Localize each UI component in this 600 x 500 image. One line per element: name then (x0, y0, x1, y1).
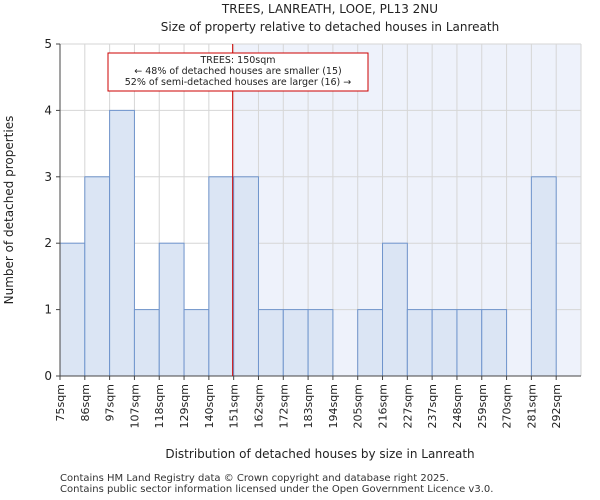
bar (481, 309, 508, 377)
x-ticks: 75sqm 86sqm 97sqm 107sqm 118sqm 129sqm 140sqm 1… (54, 376, 563, 428)
x-tick-label: 237sqm (426, 384, 439, 428)
bar (84, 176, 111, 377)
bars (59, 109, 557, 377)
y-tick-label: 3 (44, 170, 52, 184)
plot-area: 0 1 2 3 4 5 75sqm 86sqm 97sqm 107sqm 118sqm 129sqm 1… (44, 37, 582, 428)
x-tick-label: 183sqm (302, 384, 315, 428)
footer: Contains HM Land Registry data © Crown c… (60, 473, 493, 495)
x-tick-label: 292sqm (550, 384, 563, 428)
y-ticks: 0 1 2 3 4 5 (44, 37, 60, 383)
chart-subtitle: Size of property relative to detached ho… (161, 20, 499, 34)
bar (183, 309, 210, 377)
annotation-line: TREES: 150sqm (199, 55, 275, 66)
x-tick-label: 86sqm (79, 384, 92, 421)
x-tick-label: 151sqm (228, 384, 241, 428)
x-tick-label: 118sqm (153, 384, 166, 428)
bar (382, 242, 408, 377)
footer-line-1: Contains HM Land Registry data © Crown c… (60, 473, 449, 484)
x-tick-label: 129sqm (178, 384, 191, 428)
x-tick-label: 205sqm (352, 384, 365, 428)
bar (59, 242, 86, 377)
x-tick-label: 259sqm (476, 384, 489, 428)
x-tick-label: 216sqm (377, 384, 390, 428)
x-tick-label: 227sqm (401, 384, 414, 428)
x-tick-label: 194sqm (327, 384, 340, 428)
chart-title: TREES, LANREATH, LOOE, PL13 2NU (221, 2, 438, 16)
bar (431, 309, 458, 377)
annotation-line: ← 48% of detached houses are smaller (15… (134, 66, 341, 77)
bar (530, 176, 557, 377)
bar (456, 309, 483, 377)
x-axis-label: Distribution of detached houses by size … (165, 447, 474, 461)
y-tick-label: 1 (44, 303, 52, 317)
annotation-box (107, 52, 369, 92)
bar (282, 309, 309, 377)
bar (257, 309, 284, 377)
x-tick-label: 248sqm (451, 384, 464, 428)
bar (158, 242, 185, 377)
y-tick-label: 0 (44, 369, 52, 383)
x-tick-label: 107sqm (128, 384, 141, 428)
bar (357, 309, 384, 377)
bar (406, 309, 433, 377)
bar (208, 176, 235, 377)
bar (233, 176, 259, 377)
x-tick-label: 281sqm (525, 384, 538, 428)
bar (133, 309, 160, 377)
bar (307, 309, 334, 377)
annotation: TREES: 150sqm← 48% of detached houses ar… (107, 52, 369, 92)
x-tick-label: 270sqm (501, 384, 514, 428)
annotation-line: 52% of semi-detached houses are larger (… (125, 77, 352, 88)
x-tick-label: 97sqm (104, 384, 117, 421)
y-tick-label: 2 (44, 236, 52, 250)
x-tick-label: 172sqm (277, 384, 290, 428)
y-tick-label: 5 (44, 37, 52, 51)
x-tick-label: 162sqm (252, 384, 265, 428)
y-axis-label: Number of detached properties (2, 116, 16, 305)
y-tick-label: 4 (44, 103, 52, 117)
x-tick-label: 75sqm (54, 384, 67, 421)
footer-line-2: Contains public sector information licen… (60, 484, 494, 495)
x-tick-label: 140sqm (203, 384, 216, 428)
bar (109, 109, 135, 377)
